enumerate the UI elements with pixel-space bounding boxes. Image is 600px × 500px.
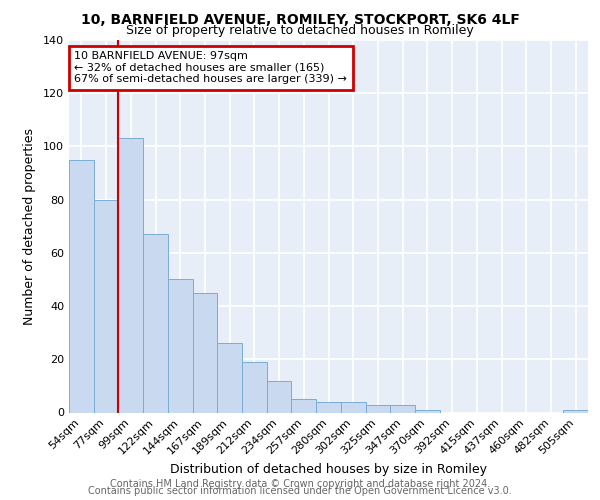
Bar: [217, 344, 242, 412]
Text: 10 BARNFIELD AVENUE: 97sqm
← 32% of detached houses are smaller (165)
67% of sem: 10 BARNFIELD AVENUE: 97sqm ← 32% of deta…: [74, 51, 347, 84]
Bar: [69, 160, 94, 412]
Text: Contains public sector information licensed under the Open Government Licence v3: Contains public sector information licen…: [88, 486, 512, 496]
Bar: [415, 410, 440, 412]
Bar: [341, 402, 365, 412]
Bar: [267, 380, 292, 412]
Bar: [94, 200, 118, 412]
Text: Contains HM Land Registry data © Crown copyright and database right 2024.: Contains HM Land Registry data © Crown c…: [110, 479, 490, 489]
Text: Size of property relative to detached houses in Romiley: Size of property relative to detached ho…: [126, 24, 474, 37]
X-axis label: Distribution of detached houses by size in Romiley: Distribution of detached houses by size …: [170, 464, 487, 476]
Bar: [563, 410, 588, 412]
Bar: [316, 402, 341, 412]
Bar: [193, 293, 217, 412]
Bar: [168, 280, 193, 412]
Bar: [118, 138, 143, 412]
Bar: [390, 404, 415, 412]
Bar: [242, 362, 267, 412]
Bar: [365, 404, 390, 412]
Bar: [143, 234, 168, 412]
Bar: [292, 399, 316, 412]
Text: 10, BARNFIELD AVENUE, ROMILEY, STOCKPORT, SK6 4LF: 10, BARNFIELD AVENUE, ROMILEY, STOCKPORT…: [80, 12, 520, 26]
Y-axis label: Number of detached properties: Number of detached properties: [23, 128, 36, 325]
